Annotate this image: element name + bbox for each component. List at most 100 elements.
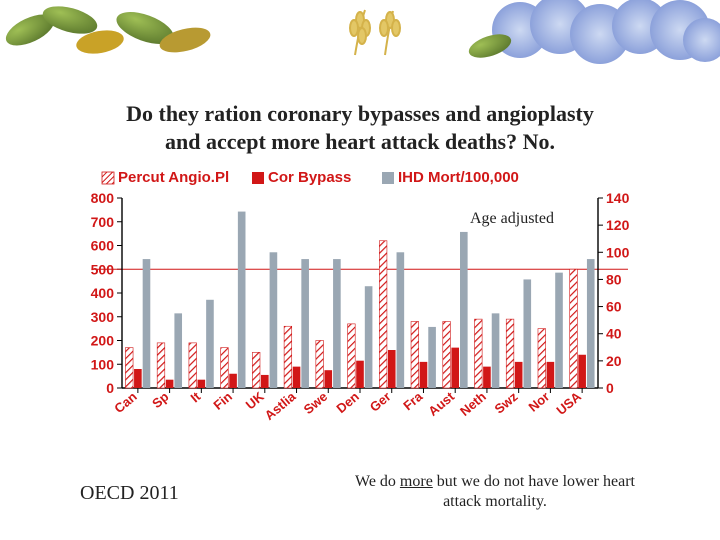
conclusion-word: we xyxy=(461,473,480,490)
legend-swatch xyxy=(252,172,264,184)
legend-label: IHD Mort/100,000 xyxy=(398,170,519,186)
bar-ihd xyxy=(333,259,341,388)
conclusion-word: do xyxy=(380,473,396,490)
category-label: Neth xyxy=(457,389,489,419)
bar-angio xyxy=(284,326,292,388)
conclusion-word: not xyxy=(504,473,524,490)
bar-ihd xyxy=(460,232,468,388)
bar-angio xyxy=(125,348,133,388)
bar-angio xyxy=(506,319,514,388)
svg-text:800: 800 xyxy=(91,190,115,206)
bar-ihd xyxy=(397,252,405,388)
svg-text:100: 100 xyxy=(606,244,630,260)
svg-text:100: 100 xyxy=(91,356,115,372)
slide-title: Do they ration coronary bypasses and ang… xyxy=(0,100,720,155)
bar-angio xyxy=(538,329,546,388)
bar-angio xyxy=(379,241,387,388)
bar-bypass xyxy=(166,380,174,388)
bar-ihd xyxy=(143,259,151,388)
svg-text:700: 700 xyxy=(91,214,115,230)
category-label: Can xyxy=(111,389,140,416)
legend-label: Percut Angio.Pl xyxy=(118,170,229,186)
bar-angio xyxy=(348,324,356,388)
svg-text:120: 120 xyxy=(606,217,630,233)
bar-bypass xyxy=(451,348,459,388)
category-label: Astlia xyxy=(262,388,299,423)
conclusion-word: lower xyxy=(563,473,599,490)
svg-text:60: 60 xyxy=(606,299,622,315)
bar-bypass xyxy=(229,374,237,388)
bar-angio xyxy=(475,319,483,388)
category-label: Den xyxy=(333,389,362,416)
bar-ihd xyxy=(428,327,436,388)
conclusion-word: mortality. xyxy=(485,493,547,510)
chart-area: 0100200300400500600700800020406080100120… xyxy=(80,170,640,440)
bar-bypass xyxy=(420,362,428,388)
bar-ihd xyxy=(206,300,214,388)
bar-bypass xyxy=(547,362,555,388)
bar-bypass xyxy=(578,355,586,388)
bar-angio xyxy=(570,269,578,388)
legend-swatch xyxy=(382,172,394,184)
bar-ihd xyxy=(365,286,373,388)
legend-label: Cor Bypass xyxy=(268,170,351,186)
legend-swatch xyxy=(102,172,114,184)
title-line-1: Do they ration coronary bypasses and ang… xyxy=(126,101,594,126)
bar-bypass xyxy=(356,361,364,388)
conclusion-word: We xyxy=(355,473,376,490)
header-decor xyxy=(0,0,720,70)
bar-chart: 0100200300400500600700800020406080100120… xyxy=(80,170,640,440)
conclusion-word: but xyxy=(437,473,457,490)
bar-ihd xyxy=(492,313,500,388)
title-line-2: and accept more heart attack deaths? No. xyxy=(165,129,555,154)
svg-text:400: 400 xyxy=(91,285,115,301)
svg-text:80: 80 xyxy=(606,271,622,287)
bar-angio xyxy=(316,341,324,389)
category-label: Aust xyxy=(425,388,457,418)
bar-angio xyxy=(411,322,419,389)
bar-bypass xyxy=(515,362,523,388)
bar-bypass xyxy=(134,369,142,388)
category-label: Fra xyxy=(400,388,426,413)
source-label: OECD 2011 xyxy=(80,482,179,505)
bar-angio xyxy=(443,322,451,389)
svg-text:300: 300 xyxy=(91,309,115,325)
bar-ihd xyxy=(555,273,563,388)
conclusion-word: attack xyxy=(443,493,481,510)
bar-angio xyxy=(221,348,229,388)
bar-ihd xyxy=(238,212,246,388)
svg-text:0: 0 xyxy=(606,380,614,396)
svg-text:20: 20 xyxy=(606,353,622,369)
category-label: Ger xyxy=(367,389,394,415)
bar-bypass xyxy=(198,380,206,388)
category-label: Swe xyxy=(301,389,331,417)
conclusion-text: We do more but we do not have lower hear… xyxy=(330,472,660,512)
bar-ihd xyxy=(587,259,595,388)
bar-bypass xyxy=(324,370,332,388)
bar-bypass xyxy=(261,375,269,388)
bar-bypass xyxy=(293,367,301,388)
age-adjusted-label: Age adjusted xyxy=(470,210,554,228)
category-label: Nor xyxy=(526,389,553,415)
conclusion-word: more xyxy=(400,473,433,490)
bar-bypass xyxy=(483,367,491,388)
category-label: USA xyxy=(553,388,584,418)
conclusion-word: have xyxy=(528,473,558,490)
category-label: Sp xyxy=(149,389,171,411)
conclusion-word: do xyxy=(484,473,500,490)
bar-bypass xyxy=(388,350,396,388)
bar-ihd xyxy=(523,279,531,388)
bar-angio xyxy=(157,343,165,388)
bar-angio xyxy=(252,352,260,388)
svg-text:600: 600 xyxy=(91,238,115,254)
svg-text:0: 0 xyxy=(106,380,114,396)
category-label: Fin xyxy=(210,389,235,413)
svg-text:140: 140 xyxy=(606,190,630,206)
svg-text:200: 200 xyxy=(91,333,115,349)
category-label: Swz xyxy=(492,388,521,416)
bar-angio xyxy=(189,343,197,388)
bar-ihd xyxy=(301,259,309,388)
conclusion-word: heart xyxy=(603,473,635,490)
bar-ihd xyxy=(270,252,278,388)
bar-ihd xyxy=(174,313,182,388)
